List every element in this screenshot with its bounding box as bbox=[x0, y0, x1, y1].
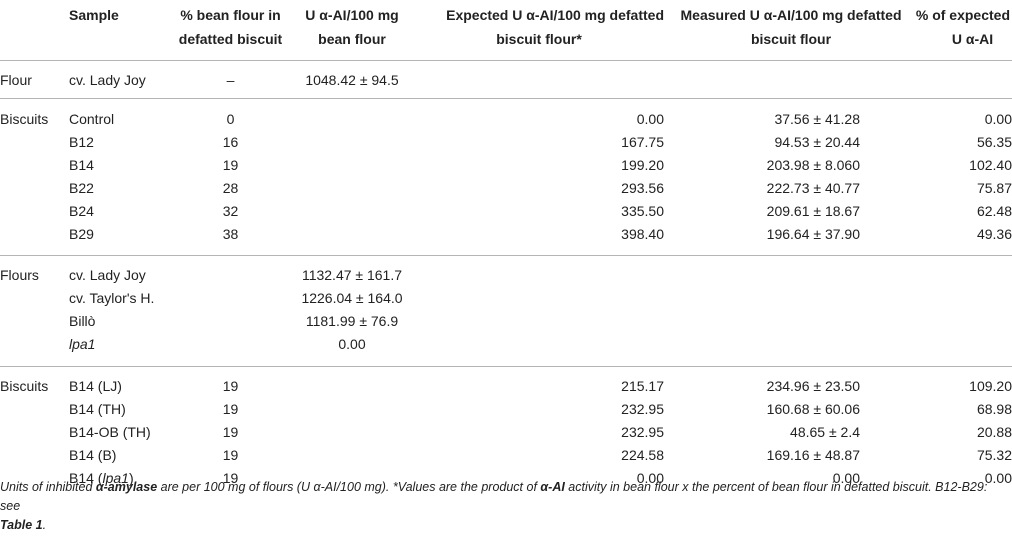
row-expected: 0.00 bbox=[636, 111, 664, 127]
row-sample: B14 (TH) bbox=[69, 401, 126, 417]
row-pct: 19 bbox=[222, 378, 239, 394]
footnote-alpha-amylase: α-amylase bbox=[95, 480, 158, 494]
row-sample: B14 (LJ) bbox=[69, 378, 122, 394]
row-measured: 209.61 ± 18.67 bbox=[766, 203, 860, 219]
row-pct: 19 bbox=[222, 424, 239, 440]
row-pct-expected: 75.87 bbox=[976, 180, 1012, 196]
row-pct-expected: 0.00 bbox=[984, 470, 1012, 486]
header-measured-line1: Measured U α-AI/100 mg defatted bbox=[680, 7, 902, 23]
header-u-line1: U α-AI/100 mg bbox=[305, 7, 399, 23]
row-pct: 19 bbox=[222, 470, 239, 486]
row-pct: 32 bbox=[222, 203, 239, 219]
footnote-part2: are per 100 mg of flours (U α-AI/100 mg)… bbox=[157, 480, 541, 494]
row-expected: 232.95 bbox=[621, 401, 664, 417]
row-sample-lpa1: lpa1 bbox=[102, 470, 129, 486]
header-measured-line2: biscuit flour bbox=[750, 31, 832, 47]
row-pct: 38 bbox=[222, 226, 239, 242]
header-pct-expected-line1: % of expected bbox=[915, 7, 1010, 23]
row-u: 0.00 bbox=[338, 336, 366, 352]
section-divider bbox=[0, 98, 1012, 99]
row-pct-expected: 102.40 bbox=[969, 157, 1012, 173]
row-measured: 94.53 ± 20.44 bbox=[774, 134, 860, 150]
row-sample: B14-OB (TH) bbox=[69, 424, 151, 440]
row-pct: 19 bbox=[222, 401, 239, 417]
header-expected-line2: biscuit flour* bbox=[496, 31, 582, 47]
row-u: 1132.47 ± 161.7 bbox=[301, 267, 403, 283]
row-expected: 335.50 bbox=[621, 203, 664, 219]
row-group: Biscuits bbox=[0, 378, 49, 394]
section-divider bbox=[0, 366, 1012, 367]
row-pct: 28 bbox=[222, 180, 239, 196]
row-pct: 19 bbox=[222, 447, 239, 463]
row-measured: 169.16 ± 48.87 bbox=[766, 447, 860, 463]
row-measured: 48.65 ± 2.4 bbox=[790, 424, 860, 440]
row-sample: B29 bbox=[69, 226, 94, 242]
row-expected: 215.17 bbox=[621, 378, 664, 394]
header-pct-expected-line2: U α-AI bbox=[951, 31, 994, 47]
row-sample: B14 bbox=[69, 157, 94, 173]
footnote-end: . bbox=[42, 518, 47, 532]
row-expected: 232.95 bbox=[621, 424, 664, 440]
row-sample: cv. Lady Joy bbox=[69, 72, 146, 88]
row-sample: cv. Lady Joy bbox=[69, 267, 146, 283]
row-sample: B24 bbox=[69, 203, 94, 219]
row-pct-expected: 49.36 bbox=[976, 226, 1012, 242]
header-pct-line1: % bean flour in bbox=[180, 7, 281, 23]
row-sample: B14 (lpa1) bbox=[69, 470, 134, 486]
row-pct: 19 bbox=[222, 157, 239, 173]
row-sample: Control bbox=[69, 111, 115, 127]
row-u: 1226.04 ± 164.0 bbox=[301, 290, 403, 306]
header-divider bbox=[0, 60, 1012, 61]
row-measured: 160.68 ± 60.06 bbox=[766, 401, 860, 417]
row-pct: 0 bbox=[226, 111, 235, 127]
row-sample: cv. Taylor's H. bbox=[69, 290, 155, 306]
section-divider bbox=[0, 255, 1012, 256]
row-measured: 203.98 ± 8.060 bbox=[766, 157, 860, 173]
footnote-alpha-ai: α-AI bbox=[540, 480, 565, 494]
footnote-part3: activity in bean flour x the percent of … bbox=[0, 480, 988, 513]
row-expected: 167.75 bbox=[621, 134, 664, 150]
row-sample: lpa1 bbox=[69, 336, 96, 352]
row-pct: – bbox=[226, 72, 235, 88]
row-pct-expected: 20.88 bbox=[976, 424, 1012, 440]
row-measured: 196.64 ± 37.90 bbox=[766, 226, 860, 242]
row-pct-expected: 56.35 bbox=[976, 134, 1012, 150]
row-group: Flours bbox=[0, 267, 39, 283]
row-pct-expected: 62.48 bbox=[976, 203, 1012, 219]
row-measured: 234.96 ± 23.50 bbox=[766, 378, 860, 394]
row-expected: 199.20 bbox=[621, 157, 664, 173]
header-expected-line1: Expected U α-AI/100 mg defatted bbox=[446, 7, 664, 23]
row-sample: B22 bbox=[69, 180, 94, 196]
row-u: 1181.99 ± 76.9 bbox=[305, 313, 399, 329]
row-pct-expected: 75.32 bbox=[976, 447, 1012, 463]
row-measured: 37.56 ± 41.28 bbox=[774, 111, 860, 127]
row-sample: B12 bbox=[69, 134, 94, 150]
header-pct-line2: defatted biscuit bbox=[178, 31, 283, 47]
row-group: Flour bbox=[0, 72, 32, 88]
row-pct-expected: 68.98 bbox=[976, 401, 1012, 417]
row-measured: 222.73 ± 40.77 bbox=[766, 180, 860, 196]
row-pct-expected: 0.00 bbox=[984, 111, 1012, 127]
header-u-line2: bean flour bbox=[318, 31, 386, 47]
header-sample: Sample bbox=[69, 7, 119, 23]
table-footnote: Units of inhibited α-amylase are per 100… bbox=[0, 478, 1006, 535]
row-expected: 293.56 bbox=[621, 180, 664, 196]
footnote-table-ref[interactable]: Table 1 bbox=[0, 518, 43, 532]
row-expected: 224.58 bbox=[621, 447, 664, 463]
row-expected: 398.40 bbox=[621, 226, 664, 242]
row-u: 1048.42 ± 94.5 bbox=[305, 72, 399, 88]
row-measured: 0.00 bbox=[832, 470, 860, 486]
footnote-part1: Units of inhibited bbox=[0, 480, 96, 494]
row-sample: Billò bbox=[69, 313, 96, 329]
row-pct: 16 bbox=[222, 134, 239, 150]
row-sample: B14 (B) bbox=[69, 447, 117, 463]
row-group: Biscuits bbox=[0, 111, 49, 127]
row-expected: 0.00 bbox=[636, 470, 664, 486]
row-pct-expected: 109.20 bbox=[969, 378, 1012, 394]
